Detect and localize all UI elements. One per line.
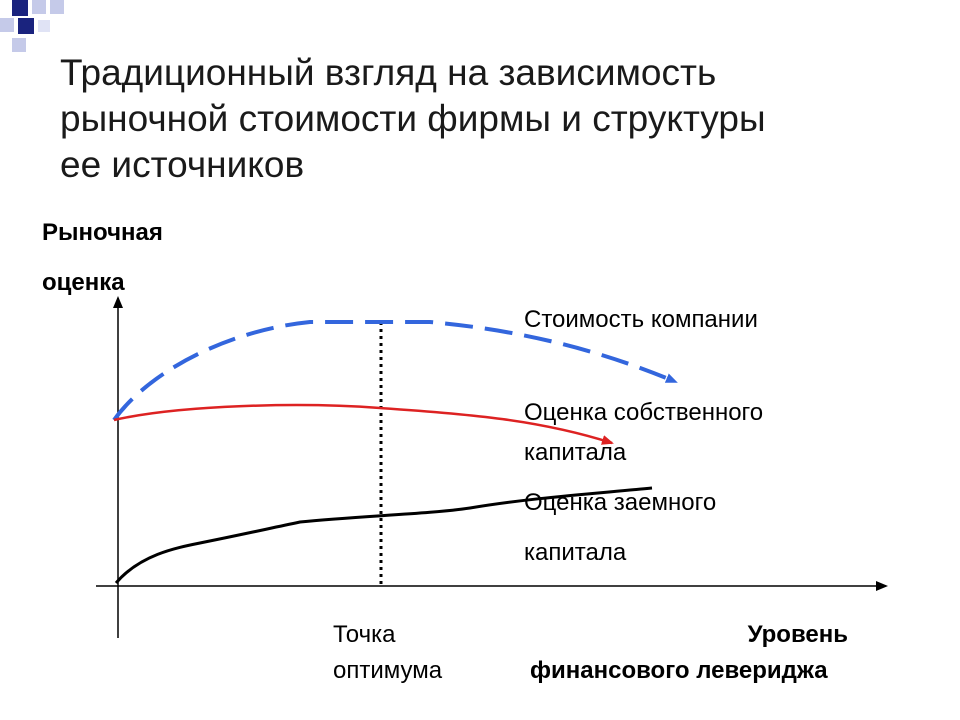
slide-title: Традиционный взгляд на зависимость рыноч… <box>60 50 920 188</box>
debt-value-curve <box>114 486 653 584</box>
debt-value-label: Оценка заемного капитала <box>524 478 716 578</box>
y-axis-label-line-1: Рыночная <box>42 219 163 246</box>
equity-value-label-line-2: капитала <box>524 439 627 466</box>
firm-value-label: Стоимость компании <box>524 302 758 338</box>
debt-value-label-line-2: капитала <box>524 539 627 566</box>
y-axis-label: Рыночная оценка <box>42 208 163 308</box>
optimum-label: Точка оптимума <box>333 617 442 689</box>
x-axis-label-line-1: Уровень <box>747 621 848 648</box>
debt-value-label-line-1: Оценка заемного <box>524 489 717 516</box>
y-axis-label-line-2: оценка <box>42 269 125 296</box>
optimum-label-line-1: Точка <box>333 621 396 648</box>
equity-value-curve <box>113 403 614 445</box>
title-line-1: Традиционный взгляд на зависимость <box>60 52 717 93</box>
firm-value-label-line-1: Стоимость компании <box>524 306 758 333</box>
equity-value-label: Оценка собственного капитала <box>524 393 763 473</box>
x-axis-label: Уровень финансового левериджа <box>530 617 860 689</box>
x-axis-label-line-2: финансового левериджа <box>530 657 828 684</box>
corner-decoration <box>0 0 64 52</box>
firm-value-curve <box>112 320 678 422</box>
equity-value-label-line-1: Оценка собственного <box>524 399 764 426</box>
optimum-label-line-2: оптимума <box>333 657 443 684</box>
title-line-3: ее источников <box>60 144 305 185</box>
title-line-2: рыночной стоимости фирмы и структуры <box>60 98 766 139</box>
